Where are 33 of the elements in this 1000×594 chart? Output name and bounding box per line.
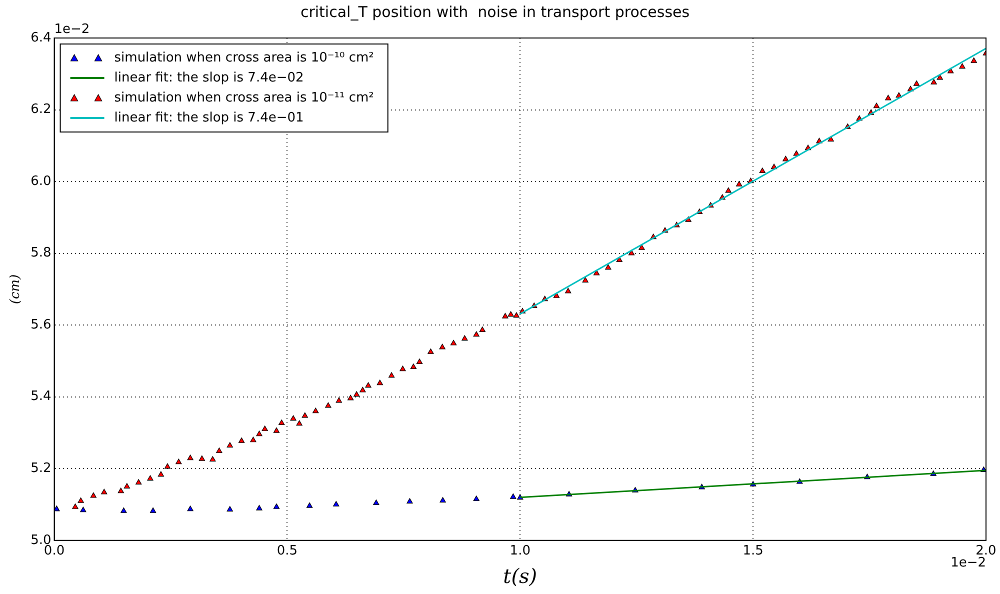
point xyxy=(80,506,86,512)
point xyxy=(226,506,233,512)
x-tick-label: 1.5 xyxy=(742,544,764,559)
legend-label: linear fit: the slop is 7.4e−02 xyxy=(114,70,304,86)
point xyxy=(510,493,516,499)
y-tick-label: 6.4 xyxy=(30,30,52,46)
point xyxy=(187,506,194,512)
text: 1e−2 xyxy=(54,22,90,37)
text: 1e−2 xyxy=(950,555,986,570)
x-axis-title: t(s) xyxy=(503,564,538,588)
y-tick-label: 6.0 xyxy=(30,174,52,189)
point xyxy=(273,504,280,509)
point xyxy=(473,496,480,502)
point xyxy=(150,507,156,513)
point xyxy=(373,500,380,505)
point xyxy=(306,502,313,508)
y-tick-label: 5.4 xyxy=(30,389,52,404)
point xyxy=(256,504,262,510)
y-tick-label: 5.2 xyxy=(30,461,52,476)
point xyxy=(333,501,340,506)
y-tick-label: 6.2 xyxy=(30,102,52,118)
y-axis-title: (cm) xyxy=(8,274,24,304)
point xyxy=(406,498,413,504)
point xyxy=(120,507,127,513)
x-tick-label: 0.5 xyxy=(276,544,298,559)
y-tick-label: 5.6 xyxy=(30,317,52,332)
y-tick-label: 5.8 xyxy=(30,246,52,261)
point xyxy=(440,497,446,502)
chart-title: critical_T position with noise in transport processes xyxy=(300,2,690,21)
legend-label: simulation when cross area is 10⁻¹⁰ cm² xyxy=(114,50,374,66)
x-tick-label: 1.0 xyxy=(510,544,530,559)
legend-label: linear fit: the slop is 7.4e−01 xyxy=(114,110,304,126)
legend-label: simulation when cross area is 10⁻¹¹ cm² xyxy=(114,90,374,106)
